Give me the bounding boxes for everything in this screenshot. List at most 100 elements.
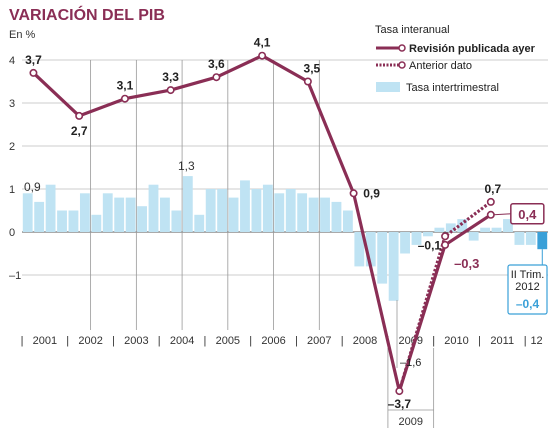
revised-label: 3,7 [25, 53, 42, 67]
quarterly-bar [434, 227, 445, 232]
revised-label: –3,7 [388, 397, 412, 411]
x-tick-label: 2008 [353, 335, 377, 347]
previous-point [486, 197, 495, 206]
quarterly-bar [148, 184, 159, 232]
unit-label: En % [9, 29, 36, 41]
quarterly-bar [514, 232, 525, 245]
annual-lines [29, 51, 495, 396]
quarterly-bar [388, 232, 399, 301]
quarterly-bar [354, 232, 365, 267]
x-tick-label: 2001 [33, 335, 57, 347]
quarterly-bar [342, 210, 353, 232]
x-tick-label: 2007 [307, 335, 331, 347]
revised-point [395, 387, 404, 396]
q2-2012-caption: II Trim. [511, 269, 545, 281]
quarterly-bar [308, 197, 319, 232]
quarterly-bar [240, 180, 250, 232]
legend: Tasa interanual Revisión publicada ayer … [375, 24, 536, 94]
quarterly-bar [331, 201, 342, 232]
quarterly-bar [377, 232, 388, 284]
x-tick-label: 2002 [78, 335, 102, 347]
x-tick-label: 2005 [216, 335, 240, 347]
revised-label: 0,9 [363, 186, 380, 200]
grid [22, 59, 548, 330]
year-separator: | [112, 335, 115, 347]
quarterly-bar [137, 206, 147, 232]
previous-point [441, 232, 450, 241]
quarterly-bar [205, 189, 216, 232]
revised-label: 2,7 [71, 124, 88, 138]
y-axis: 4 3 2 1 0 –1 [9, 55, 21, 282]
x-axis: 2001 2002 2003 2004 2005 2006 2007 2008 2009 2010… [21, 335, 543, 428]
quarterly-bar [297, 193, 308, 232]
y-tick-label: 0 [9, 227, 15, 239]
revised-label-2011-box [510, 203, 545, 225]
revised-point [486, 210, 495, 219]
quarterly-bar [445, 223, 456, 232]
revised-label: 4,1 [254, 36, 271, 50]
quarterly-bar [217, 189, 228, 232]
revised-point [75, 111, 84, 120]
year-separator: | [204, 335, 207, 347]
quarterly-bar [182, 176, 193, 232]
quarterly-bar [468, 232, 479, 241]
quarterly-bar [491, 227, 502, 232]
x-tick-label: 2010 [444, 335, 468, 347]
year-separator: | [524, 335, 527, 347]
revised-label-2010: –0,3 [454, 256, 479, 271]
legend-revised: Revisión publicada ayer [409, 43, 536, 55]
quarterly-bar [320, 197, 330, 232]
quarterly-bar [525, 232, 536, 245]
quarterly-bar [285, 189, 296, 232]
quarterly-bar [102, 193, 113, 232]
revised-point [166, 86, 175, 95]
quarterly-bar [228, 197, 239, 232]
revised-label: 3,6 [208, 57, 225, 71]
quarterly-bar [57, 210, 67, 232]
year-separator: | [295, 335, 298, 347]
quarterly-bar [45, 184, 56, 232]
quarterly-bar [537, 232, 548, 250]
data-labels: 3,7 2,7 3,1 3,3 3,6 4,1 3,5 0,9 –3,7 –0,3 0,4 –0,1 0… [24, 36, 548, 411]
revised-point [441, 240, 450, 249]
quarterly-bar [251, 189, 262, 232]
year-separator: | [341, 335, 344, 347]
q2-2012-caption: 2012 [515, 281, 539, 293]
legend-revised-marker [398, 44, 406, 52]
quarterly-bar [171, 210, 182, 232]
x-tick-label: 2009 [399, 335, 423, 347]
legend-previous: Anterior dato [409, 60, 472, 72]
previous-label-2010: –0,1 [418, 238, 442, 252]
legend-title: Tasa interanual [375, 24, 450, 36]
y-tick-label: 1 [9, 184, 15, 196]
revised-label-2011-leader [493, 213, 511, 216]
legend-quarterly: Tasa intertrimestral [406, 82, 499, 94]
year-separator: | [249, 335, 252, 347]
y-tick-label: 3 [9, 98, 15, 110]
revised-point [212, 73, 221, 82]
revised-point [258, 51, 267, 60]
quarterly-bar [68, 210, 79, 232]
revised-point [303, 77, 312, 86]
x-tick-label: 2011 [490, 335, 514, 347]
x-tick-label: 12 [530, 335, 542, 347]
year-separator: | [478, 335, 481, 347]
quarterly-bar [79, 193, 90, 232]
quarterly-bar [365, 232, 376, 267]
legend-previous-marker [398, 61, 406, 69]
quarterly-bar [22, 193, 33, 232]
legend-quarterly-swatch [376, 82, 400, 92]
revised-label: 3,1 [117, 79, 134, 93]
quarterly-bar [125, 197, 136, 232]
year-separator: | [66, 335, 69, 347]
bar-annotation-2009: –1,6 [400, 357, 421, 369]
revised-label: 3,5 [304, 62, 321, 76]
bar-annotation-2004: 1,3 [178, 159, 195, 173]
quarterly-bar [411, 232, 422, 245]
quarterly-bar [274, 193, 285, 232]
revised-point [29, 68, 38, 77]
quarterly-bar [34, 201, 45, 232]
quarterly-bar [480, 227, 491, 232]
year-separator: | [158, 335, 161, 347]
